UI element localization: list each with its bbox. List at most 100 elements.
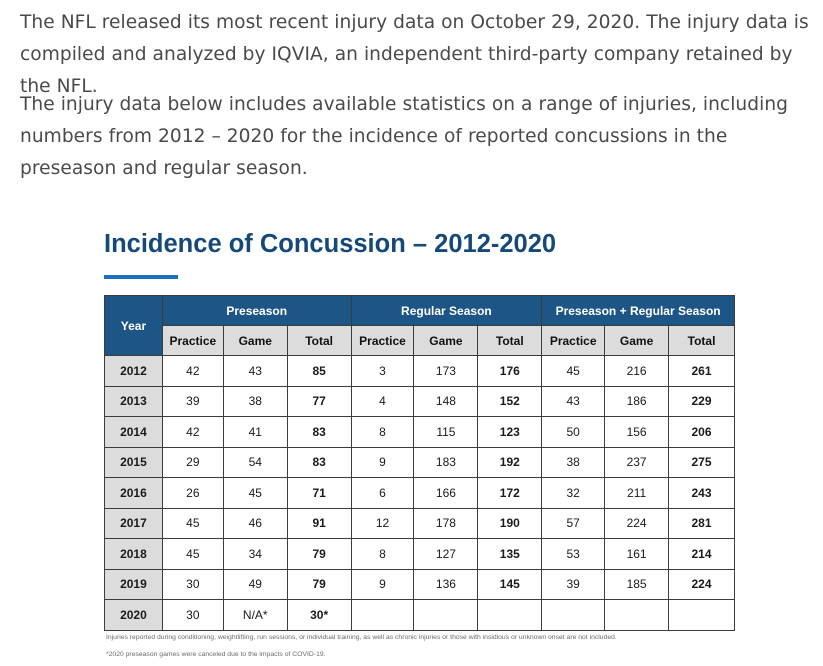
- total-cell: 83: [286, 446, 352, 478]
- value-cell: 211: [604, 477, 670, 509]
- value-cell: 34: [222, 538, 288, 570]
- value-cell: 6: [350, 477, 415, 509]
- subheader-practice: Practice: [161, 325, 224, 356]
- year-cell: 2020: [104, 599, 163, 631]
- value-cell: 8: [350, 538, 415, 570]
- value-cell: 39: [541, 568, 606, 600]
- year-cell: 2014: [104, 416, 163, 448]
- total-cell: [668, 599, 735, 631]
- footnote-exclusions: Injuries reported during conditioning, w…: [106, 634, 617, 641]
- value-cell: 45: [541, 355, 606, 387]
- value-cell: 45: [222, 477, 288, 509]
- group-header-row: Year Preseason Regular Season Preseason …: [104, 295, 735, 356]
- value-cell: 8: [350, 416, 415, 448]
- value-cell: 4: [350, 385, 415, 417]
- total-cell: 85: [286, 355, 352, 387]
- value-cell: N/A*: [222, 599, 288, 631]
- value-cell: 54: [222, 446, 288, 478]
- year-cell: 2018: [104, 538, 163, 570]
- value-cell: 115: [413, 416, 479, 448]
- value-cell: 57: [541, 507, 606, 539]
- value-cell: 127: [413, 538, 479, 570]
- value-cell: 41: [222, 416, 288, 448]
- table-row: 2019 30 49 79 9 136 145 39 185 224: [104, 568, 735, 600]
- year-cell: 2015: [104, 446, 163, 478]
- total-cell: 206: [668, 416, 735, 448]
- total-cell: 91: [286, 507, 352, 539]
- total-cell: 176: [477, 355, 543, 387]
- total-cell: 192: [477, 446, 543, 478]
- value-cell: 161: [604, 538, 670, 570]
- value-cell: 45: [161, 538, 224, 570]
- total-cell: 79: [286, 568, 352, 600]
- value-cell: 26: [161, 477, 224, 509]
- group-header-preseason: Preseason: [161, 295, 352, 326]
- subheader-game: Game: [413, 325, 479, 356]
- table-row: 2020 30 N/A* 30*: [104, 599, 735, 631]
- table-row: 2018 45 34 79 8 127 135 53 161 214: [104, 538, 735, 570]
- year-cell: 2012: [104, 355, 163, 387]
- total-cell: 83: [286, 416, 352, 448]
- total-cell: 190: [477, 507, 543, 539]
- value-cell: 185: [604, 568, 670, 600]
- value-cell: 50: [541, 416, 606, 448]
- value-cell: 173: [413, 355, 479, 387]
- group-header-regular-season: Regular Season: [350, 295, 543, 326]
- table-row: 2016 26 45 71 6 166 172 32 211 243: [104, 477, 735, 509]
- value-cell: 49: [222, 568, 288, 600]
- value-cell: 38: [541, 446, 606, 478]
- total-cell: 71: [286, 477, 352, 509]
- subheader-total: Total: [286, 325, 352, 356]
- value-cell: 224: [604, 507, 670, 539]
- value-cell: 237: [604, 446, 670, 478]
- table-row: 2014 42 41 83 8 115 123 50 156 206: [104, 416, 735, 448]
- year-cell: 2017: [104, 507, 163, 539]
- total-cell: 243: [668, 477, 735, 509]
- figure-title: Incidence of Concussion – 2012-2020: [104, 230, 557, 258]
- group-header-combined: Preseason + Regular Season: [541, 295, 735, 326]
- value-cell: 178: [413, 507, 479, 539]
- table-row: 2012 42 43 85 3 173 176 45 216 261: [104, 355, 735, 387]
- table-body: 2012 42 43 85 3 173 176 45 216 261 2013 39 38 77 4 148 1…: [104, 355, 735, 631]
- total-cell: 145: [477, 568, 543, 600]
- value-cell: 166: [413, 477, 479, 509]
- value-cell: 38: [222, 385, 288, 417]
- value-cell: 53: [541, 538, 606, 570]
- value-cell: 42: [161, 355, 224, 387]
- total-cell: 30*: [286, 599, 352, 631]
- value-cell: 46: [222, 507, 288, 539]
- year-cell: 2016: [104, 477, 163, 509]
- value-cell: 42: [161, 416, 224, 448]
- total-cell: 281: [668, 507, 735, 539]
- intro-paragraph-2: The injury data below includes available…: [20, 94, 789, 179]
- value-cell: 12: [350, 507, 415, 539]
- year-cell: 2019: [104, 568, 163, 600]
- value-cell: 43: [222, 355, 288, 387]
- value-cell: [604, 599, 670, 631]
- total-cell: 229: [668, 385, 735, 417]
- value-cell: 216: [604, 355, 670, 387]
- total-cell: 275: [668, 446, 735, 478]
- subheader-practice: Practice: [350, 325, 415, 356]
- value-cell: 156: [604, 416, 670, 448]
- value-cell: 30: [161, 568, 224, 600]
- value-cell: 32: [541, 477, 606, 509]
- value-cell: 136: [413, 568, 479, 600]
- value-cell: 3: [350, 355, 415, 387]
- value-cell: 186: [604, 385, 670, 417]
- table-row: 2017 45 46 91 12 178 190 57 224 281: [104, 507, 735, 539]
- subheader-practice: Practice: [541, 325, 606, 356]
- value-cell: [413, 599, 479, 631]
- year-header: Year: [104, 295, 163, 356]
- table-row: 2015 29 54 83 9 183 192 38 237 275: [104, 446, 735, 478]
- table-header: Year Preseason Regular Season Preseason …: [104, 295, 735, 356]
- subheader-total: Total: [668, 325, 735, 356]
- total-cell: 172: [477, 477, 543, 509]
- footnote-covid: *2020 preseason games were canceled due …: [106, 651, 326, 658]
- subheader-game: Game: [222, 325, 288, 356]
- subheader-total: Total: [477, 325, 543, 356]
- year-cell: 2013: [104, 385, 163, 417]
- value-cell: 148: [413, 385, 479, 417]
- concussion-table: Year Preseason Regular Season Preseason …: [104, 295, 735, 631]
- value-cell: 43: [541, 385, 606, 417]
